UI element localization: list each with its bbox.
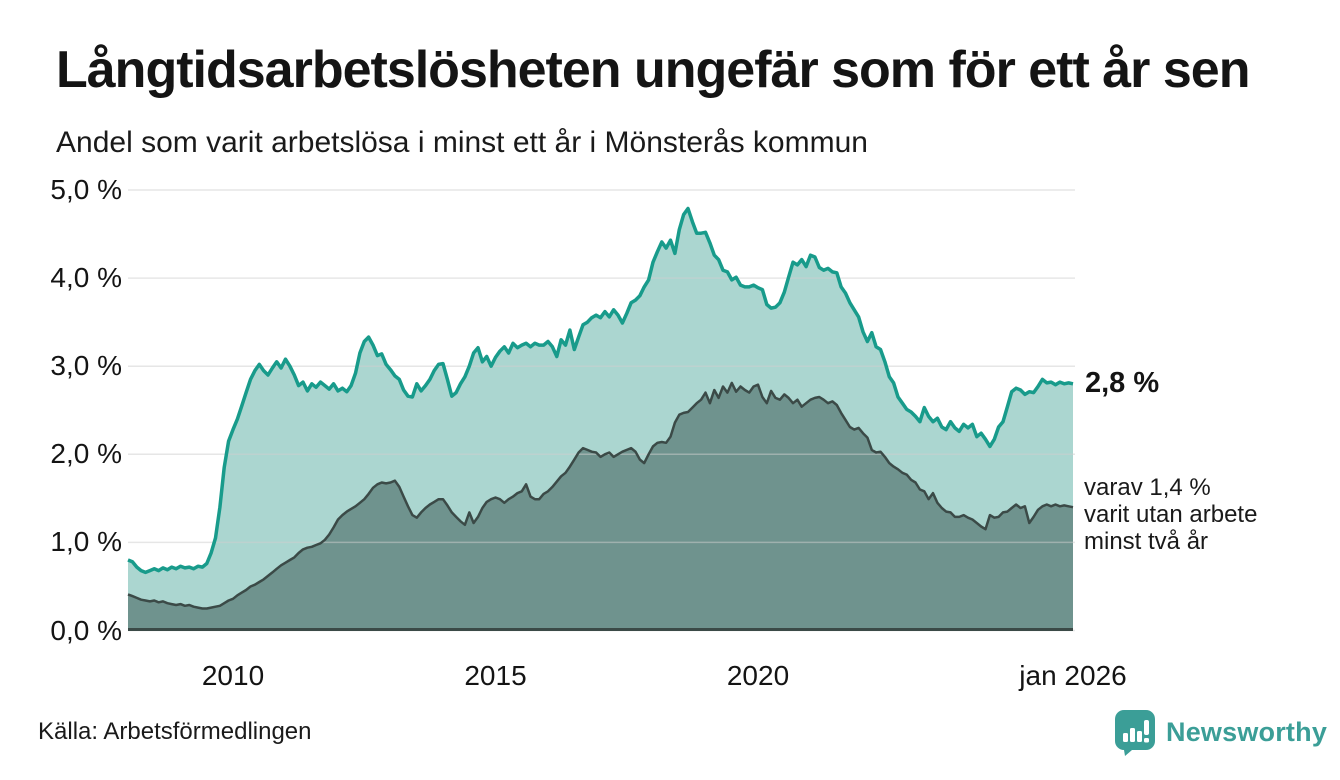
chart-title: Långtidsarbetslösheten ungefär som för e… — [56, 41, 1250, 99]
bar-medium — [1137, 731, 1142, 742]
bar-tall — [1130, 728, 1135, 742]
latest-value-label: 2,8 % — [1085, 366, 1160, 399]
source-note: Källa: Arbetsförmedlingen — [38, 718, 312, 745]
secondary-series-note-line: varit utan arbete — [1084, 501, 1258, 528]
one-year-line — [127, 206, 1074, 575]
two-year-line — [127, 381, 1074, 610]
secondary-series-note: varav 1,4 % varit utan arbete minst två … — [1084, 474, 1257, 555]
newsworthy-bar-chart-bubble-icon — [1115, 710, 1155, 756]
newsworthy-logo: Newsworthy — [1113, 708, 1327, 756]
newsworthy-wordmark: Newsworthy — [1166, 716, 1328, 747]
secondary-series-note-line: varav 1,4 % — [1084, 474, 1211, 501]
chart-subtitle: Andel som varit arbetslösa i minst ett å… — [56, 126, 868, 159]
bar-small — [1123, 733, 1128, 742]
exclamation-bar — [1144, 720, 1149, 735]
exclamation-dot — [1144, 738, 1149, 743]
secondary-series-note-line: minst två år — [1084, 528, 1209, 555]
two-year-area-fill — [128, 382, 1073, 631]
